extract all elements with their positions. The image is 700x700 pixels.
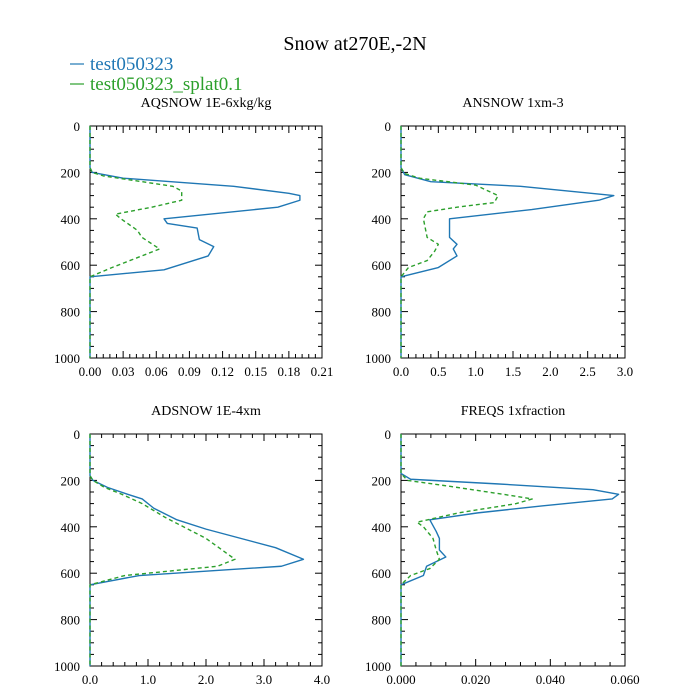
plot-frame (400, 125, 626, 359)
x-tick-label: 0.5 (430, 364, 446, 379)
y-tick-label: 400 (372, 212, 392, 227)
y-tick-label: 800 (61, 305, 81, 320)
y-tick-label: 0 (74, 119, 81, 134)
series-line-test050323 (89, 126, 301, 358)
x-tick-label: 0.0 (393, 364, 409, 379)
y-tick-label: 1000 (54, 659, 80, 674)
y-tick-label: 400 (61, 520, 81, 535)
x-tick-label: 0.00 (79, 364, 102, 379)
panel-title: ADSNOW 1E-4xm (151, 404, 261, 419)
y-tick-label: 1000 (365, 659, 391, 674)
x-tick-label: 0.040 (536, 672, 565, 687)
y-tick-label: 1000 (54, 351, 80, 366)
plot-frame (400, 433, 626, 667)
x-tick-label: 1.0 (140, 672, 156, 687)
x-tick-label: 3.0 (617, 364, 633, 379)
legend-label-test050323: test050323 (90, 54, 173, 75)
legend-label-test050323-splat0.1: test050323_splat0.1 (90, 74, 243, 95)
x-tick-label: 2.5 (580, 364, 596, 379)
x-tick-label: 0.0 (82, 672, 98, 687)
series-line-test050323-splat0-1 (400, 434, 533, 666)
series-line-test050323 (89, 434, 305, 666)
y-tick-label: 400 (61, 212, 81, 227)
series-line-test050323 (400, 434, 620, 666)
x-tick-label: 2.0 (542, 364, 558, 379)
panel-title: AQSNOW 1E-6xkg/kg (141, 96, 272, 111)
x-tick-label: 2.0 (198, 672, 214, 687)
y-tick-label: 600 (61, 258, 81, 273)
x-tick-label: 0.020 (461, 672, 490, 687)
panel-title: FREQS 1xfraction (461, 404, 566, 419)
series-line-test050323-splat0-1 (89, 126, 183, 358)
x-tick-label: 1.5 (505, 364, 521, 379)
x-tick-label: 0.21 (311, 364, 334, 379)
y-tick-label: 0 (385, 119, 392, 134)
series-line-test050323-splat0-1 (400, 126, 499, 358)
y-tick-label: 600 (61, 566, 81, 581)
y-tick-label: 800 (372, 305, 392, 320)
y-tick-label: 400 (372, 520, 392, 535)
y-tick-label: 200 (372, 473, 392, 488)
plot-frame (89, 125, 323, 359)
x-tick-label: 0.09 (178, 364, 201, 379)
x-tick-label: 0.06 (145, 364, 168, 379)
x-tick-label: 0.000 (386, 672, 415, 687)
y-tick-label: 800 (61, 613, 81, 628)
series-line-test050323 (400, 126, 615, 358)
x-tick-label: 0.18 (277, 364, 300, 379)
x-tick-label: 0.060 (610, 672, 639, 687)
panel-title: ANSNOW 1xm-3 (462, 96, 563, 111)
x-tick-label: 3.0 (256, 672, 272, 687)
plot-frame (89, 433, 323, 667)
figure-title: Snow at270E,-2N (283, 33, 426, 55)
y-tick-label: 0 (385, 427, 392, 442)
y-tick-label: 600 (372, 566, 392, 581)
x-tick-label: 0.12 (211, 364, 234, 379)
series-line-test050323-splat0-1 (89, 434, 236, 666)
x-tick-label: 0.15 (244, 364, 267, 379)
x-tick-label: 1.0 (468, 364, 484, 379)
y-tick-label: 200 (61, 473, 81, 488)
y-tick-label: 200 (61, 165, 81, 180)
y-tick-label: 200 (372, 165, 392, 180)
y-tick-label: 0 (74, 427, 81, 442)
x-tick-label: 4.0 (314, 672, 330, 687)
y-tick-label: 600 (372, 258, 392, 273)
x-tick-label: 0.03 (112, 364, 135, 379)
y-tick-label: 1000 (365, 351, 391, 366)
y-tick-label: 800 (372, 613, 392, 628)
legend: test050323 test050323_splat0.1 (70, 54, 243, 95)
